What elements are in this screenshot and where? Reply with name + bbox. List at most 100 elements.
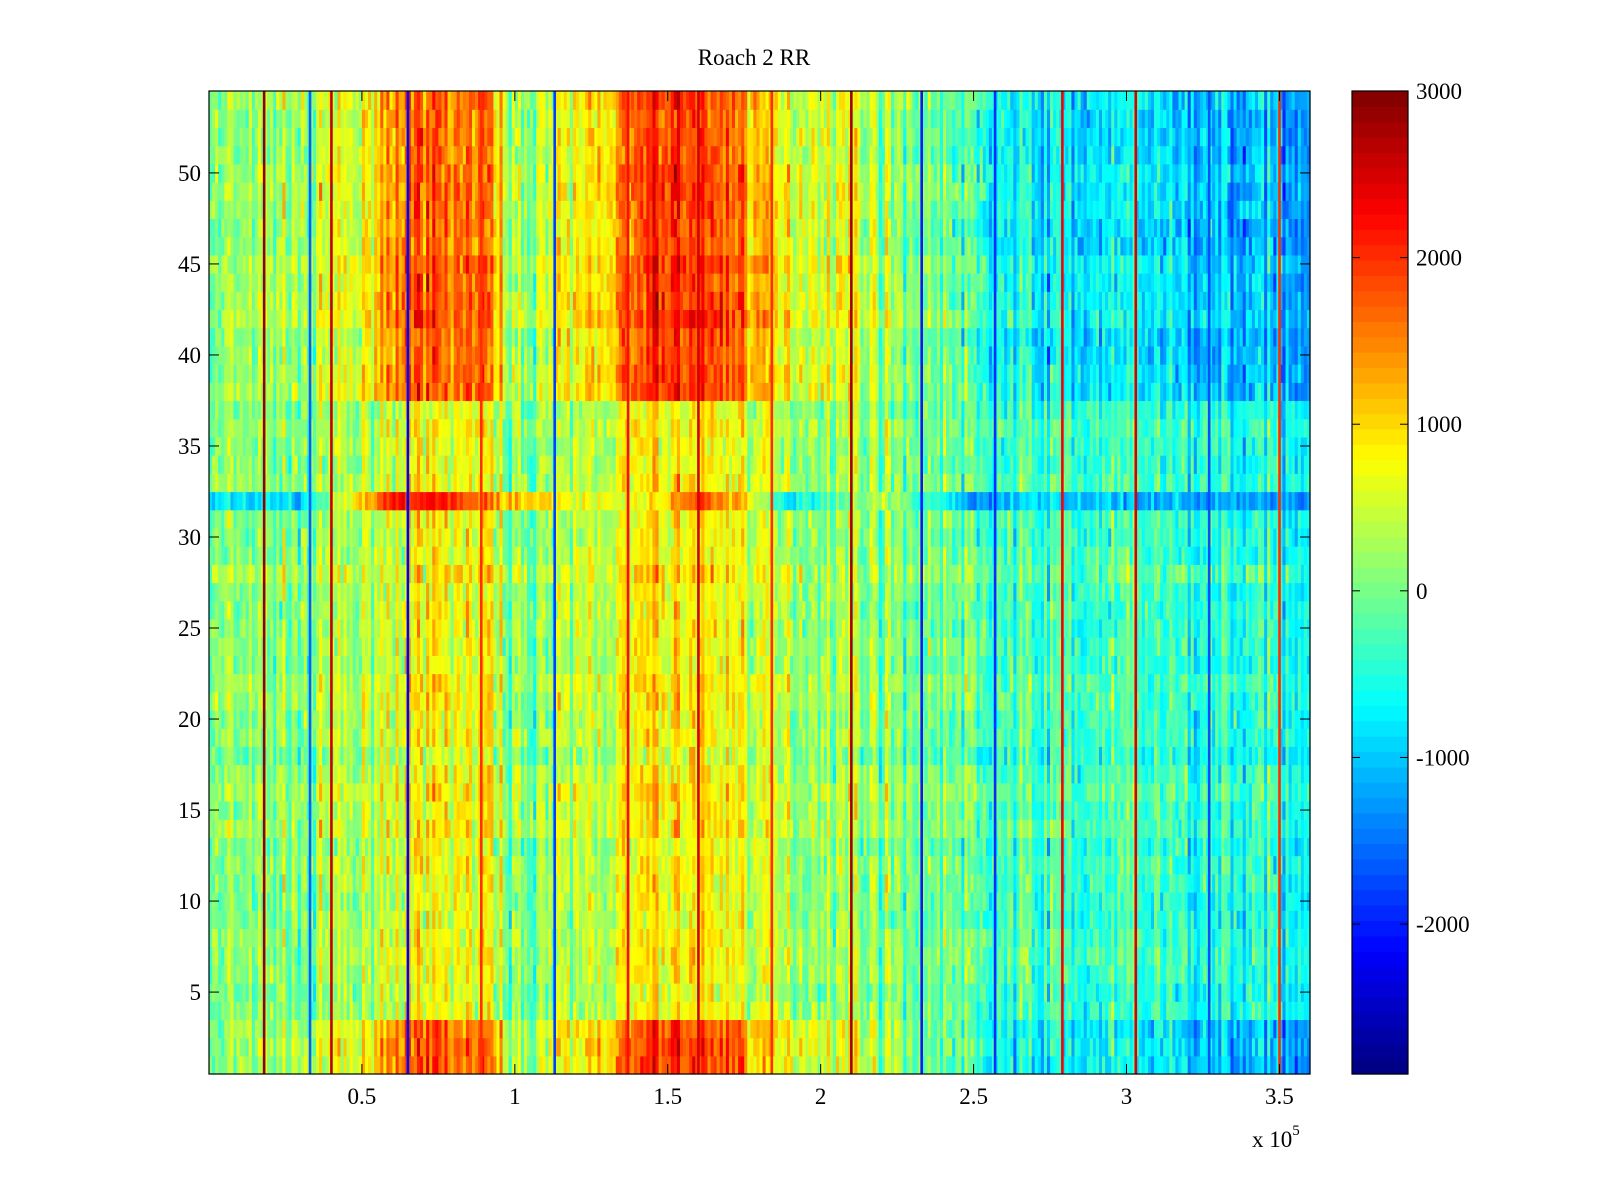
heatmap-cell [1117,1019,1121,1039]
heatmap-cell [725,1055,730,1075]
heatmap-cell [591,1055,595,1075]
heatmap-cell [456,964,461,984]
heatmap-cell [542,1037,547,1057]
heatmap-cell [771,982,776,1002]
heatmap-cell [646,1019,650,1039]
heatmap-cell [802,946,806,966]
heatmap-cell [835,964,840,984]
heatmap-cell [1193,1001,1198,1020]
heatmap-cell [438,1001,443,1020]
heatmap-cell [1150,1037,1155,1057]
heatmap-cell [768,1001,773,1020]
heatmap-cell [915,1001,920,1020]
heatmap-cell [637,1001,641,1020]
heatmap-cell [560,964,565,984]
heatmap-cell [499,964,504,984]
heatmap-cell [511,1037,516,1057]
heatmap-cell [505,1055,510,1075]
heatmap-cell [1206,964,1210,984]
heatmap-cell [1267,1037,1271,1057]
heatmap-cell [973,982,978,1002]
heatmap-cell [906,1019,910,1039]
heatmap-cell [276,1037,280,1057]
heatmap-cell [1132,1055,1137,1075]
heatmap-cell [704,1019,709,1039]
heatmap-cell [695,1001,699,1020]
heatmap-cell [860,1055,865,1075]
heatmap-cell [1154,1037,1158,1057]
heatmap-cell [664,1055,669,1075]
heatmap-cell [952,964,956,984]
heatmap-cell [309,964,314,984]
heatmap-cell [257,982,262,1002]
heatmap-cell [309,1055,314,1075]
heatmap-cell [875,982,880,1002]
heatmap-cell [683,1037,687,1057]
heatmap-cell [1251,1037,1256,1057]
heatmap-cell [860,964,865,984]
heatmap-cell [1187,982,1192,1002]
heatmap-cell [637,982,641,1002]
heatmap-cell [982,1019,987,1039]
heatmap-cell [670,1019,675,1039]
heatmap-cell [276,946,280,966]
heatmap-cell [753,964,758,984]
heatmap-cell [1184,1037,1189,1057]
heatmap-cell [845,964,849,984]
heatmap-cell [1285,1001,1290,1020]
heatmap-cell [842,1037,846,1057]
heatmap-cell [212,946,216,966]
heatmap-cell [646,946,650,966]
heatmap-cell [1092,964,1097,984]
heatmap-cell [725,1037,730,1057]
heatmap-cell [921,964,926,984]
heatmap-cell [1037,1037,1042,1057]
heatmap-cell [1089,1019,1094,1039]
heatmap-cell [845,1055,849,1075]
heatmap-cell [640,1055,644,1075]
heatmap-cell [221,1001,225,1020]
heatmap-cell [1184,982,1189,1002]
heatmap-cell [1187,1001,1192,1020]
heatmap-cell [1224,1019,1229,1039]
heatmap-cell [946,1037,950,1057]
heatmap-cell [683,1055,687,1075]
heatmap-cell [796,982,800,1002]
heatmap-cell [1077,1001,1082,1020]
heatmap-cell [1215,1019,1219,1039]
heatmap-cell [306,1055,311,1075]
heatmap-cell [1270,982,1274,1002]
heatmap-cell [364,1037,369,1057]
heatmap-cell [242,946,247,966]
heatmap-cell [1050,1037,1054,1057]
heatmap-cell [1086,1037,1091,1057]
heatmap-cell [416,1037,421,1057]
heatmap-cell [958,1019,962,1039]
heatmap-cell [572,1019,577,1039]
heatmap-cell [964,1037,969,1057]
heatmap-cell [245,1055,250,1075]
heatmap-cell [1300,964,1305,984]
heatmap-cell [1230,1019,1235,1039]
heatmap-cell [371,1037,375,1057]
heatmap-cell [481,1001,485,1020]
heatmap-cell [1126,1001,1131,1020]
heatmap-cell [264,1037,268,1057]
heatmap-cell [1230,1037,1235,1057]
heatmap-cell [979,1001,984,1020]
heatmap-cell [634,1037,638,1057]
heatmap-cell [371,1019,375,1039]
heatmap-cell [423,1037,427,1057]
heatmap-cell [572,964,577,984]
heatmap-cell [352,1019,357,1039]
heatmap-cell [949,1037,953,1057]
heatmap-cell [820,982,825,1002]
heatmap-cell [441,982,446,1002]
heatmap-cell [716,1037,721,1057]
heatmap-cell [762,982,767,1002]
heatmap-cell [1245,1019,1250,1039]
heatmap-cell [982,982,987,1002]
heatmap-cell [1184,1055,1189,1075]
heatmap-cell [505,1019,510,1039]
